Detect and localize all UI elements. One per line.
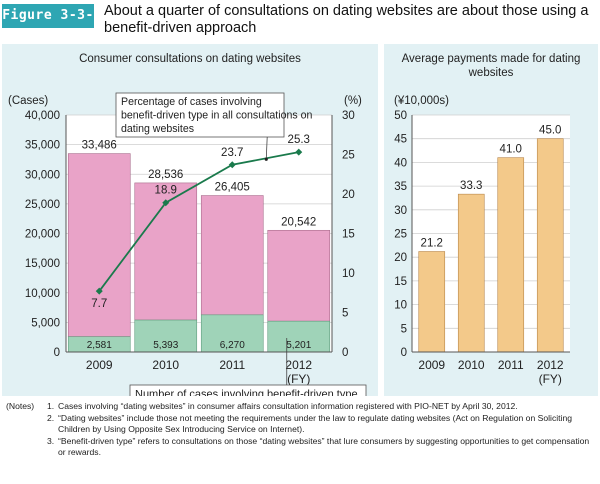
note-item: 3. “Benefit-driven type” refers to consu…: [6, 436, 596, 459]
x-tick-label: 2012: [285, 358, 312, 372]
notes-section: (Notes) 1. Cases involving “dating websi…: [6, 401, 596, 459]
y-axis-label: (¥10,000s): [394, 95, 449, 107]
x-tick-label: 2010: [458, 358, 485, 372]
y-tick-label: 35: [394, 181, 407, 193]
note-text: “Dating websites” include those not meet…: [58, 412, 573, 435]
figure-header: Figure 3-3-9 About a quarter of consulta…: [0, 0, 600, 47]
y-tick-label: 50: [394, 110, 407, 122]
total-bar: [200, 195, 264, 316]
y-tick-label: 15: [394, 276, 407, 288]
y2-tick-label: 30: [342, 110, 355, 122]
payment-value-label: 21.2: [421, 238, 443, 250]
y-tick-label: 20,000: [25, 229, 60, 241]
right-chart-title: Average payments made for dating website…: [401, 53, 581, 79]
x-axis-unit: (FY): [539, 372, 562, 386]
percentage-point: [228, 161, 236, 169]
x-tick-label: 2010: [152, 358, 179, 372]
x-tick-label: 2012: [537, 358, 564, 372]
payment-bar: [497, 157, 525, 353]
notes-heading: (Notes): [6, 401, 35, 411]
line-callout-dot: [264, 157, 268, 161]
note-text: Cases involving “dating websites” in con…: [58, 401, 518, 411]
figure-title: About a quarter of consultations on dati…: [104, 3, 589, 36]
line-callout-box: [115, 92, 285, 138]
y-tick-label: 40,000: [25, 110, 60, 122]
y-tick-label: 35,000: [25, 140, 60, 152]
y-tick-label: 5,000: [31, 317, 60, 329]
total-bar: [67, 153, 131, 338]
left-chart-title: Consumer consultations on dating website…: [79, 53, 301, 65]
note-number: 1.: [47, 401, 55, 411]
y2-tick-label: 25: [342, 150, 355, 162]
benefit-value-label: 6,270: [220, 340, 245, 351]
y-tick-label: 25,000: [25, 199, 60, 211]
y2-tick-label: 15: [342, 229, 355, 241]
figure-label: Figure 3-3-9: [2, 4, 94, 47]
total-bar: [267, 229, 331, 322]
left-chart-svg: 0 5,000 10,000 15,000 20,000 25,000 30,000 35,0…: [8, 92, 367, 403]
x-tick-label: 2011: [219, 358, 245, 372]
line-callout-leader: [265, 136, 268, 160]
line-callout-text: benefit-driven type in all consul­tation…: [121, 110, 312, 122]
x-tick-label: 2011: [498, 358, 524, 372]
right-chart-svg: 0 5 10 15 20 25 30 35 40 45 50 (¥10,000s) 21.2 2009 33…: [394, 95, 570, 386]
y-tick-label: 10: [394, 300, 407, 312]
line-callout-text: Percentage of cases involving: [121, 96, 262, 108]
benefit-driven-bar: [200, 314, 264, 353]
percentage-point: [295, 148, 303, 156]
payment-bar: [418, 251, 446, 353]
y-tick-label: 45: [394, 134, 407, 146]
y-tick-label: 0: [54, 347, 60, 359]
y-tick-label: 0: [401, 347, 407, 359]
benefit-driven-bar: [267, 320, 331, 353]
y-tick-label: 30,000: [25, 169, 60, 181]
total-value-label: 26,405: [215, 182, 250, 194]
percentage-point: [95, 287, 103, 295]
note-item: (Notes) 1. Cases involving “dating websi…: [6, 401, 596, 413]
benefit-value-label: 5,393: [153, 340, 178, 351]
y-tick-label: 10,000: [25, 288, 60, 300]
y-tick-label: 25: [394, 229, 407, 241]
percentage-value-label: 7.7: [91, 298, 107, 310]
total-value-label: 33,486: [82, 140, 117, 152]
total-value-label: 20,542: [281, 216, 316, 228]
benefit-value-label: 5,201: [286, 340, 311, 351]
percentage-point: [162, 199, 170, 207]
payment-value-label: 45.0: [539, 125, 561, 137]
payment-bar: [457, 193, 485, 353]
x-tick-label: 2009: [86, 358, 113, 372]
note-number: 2.: [47, 412, 55, 423]
y-tick-label: 15,000: [25, 258, 60, 270]
note-item: 2. “Dating websites” include those not m…: [6, 413, 596, 436]
percentage-value-label: 25.3: [288, 134, 310, 146]
payment-bar: [536, 138, 564, 353]
total-value-label: 28,536: [148, 169, 183, 181]
percentage-value-label: 23.7: [221, 147, 243, 159]
y2-tick-label: 0: [342, 347, 348, 359]
y-tick-label: 30: [394, 205, 407, 217]
left-chart-panel: Consumer consultations on dating website…: [2, 44, 378, 403]
x-axis-unit: (FY): [287, 372, 310, 386]
x-tick-label: 2009: [418, 358, 445, 372]
line-callout-text: dating websites: [121, 123, 194, 135]
payment-value-label: 41.0: [500, 144, 522, 156]
bar-callout-text: Number of cases involving benefit-driven…: [135, 389, 358, 397]
y2-tick-label: 20: [342, 189, 355, 201]
payment-value-label: 33.3: [460, 180, 482, 192]
y-tick-label: 20: [394, 252, 407, 264]
y2-axis-label: (%): [344, 95, 362, 107]
y-axis-label: (Cases): [8, 95, 48, 107]
note-text: “Benefit-driven type” refers to consulta…: [58, 435, 590, 458]
y-tick-label: 5: [401, 323, 407, 335]
right-chart-panel: Average payments made for dating website…: [384, 44, 598, 396]
y-tick-label: 40: [394, 157, 407, 169]
note-number: 3.: [47, 435, 55, 446]
benefit-driven-bar: [134, 319, 198, 353]
benefit-value-label: 2,581: [87, 340, 112, 351]
y2-tick-label: 10: [342, 268, 355, 280]
y2-tick-label: 5: [342, 308, 348, 320]
percentage-value-label: 18.9: [155, 185, 177, 197]
